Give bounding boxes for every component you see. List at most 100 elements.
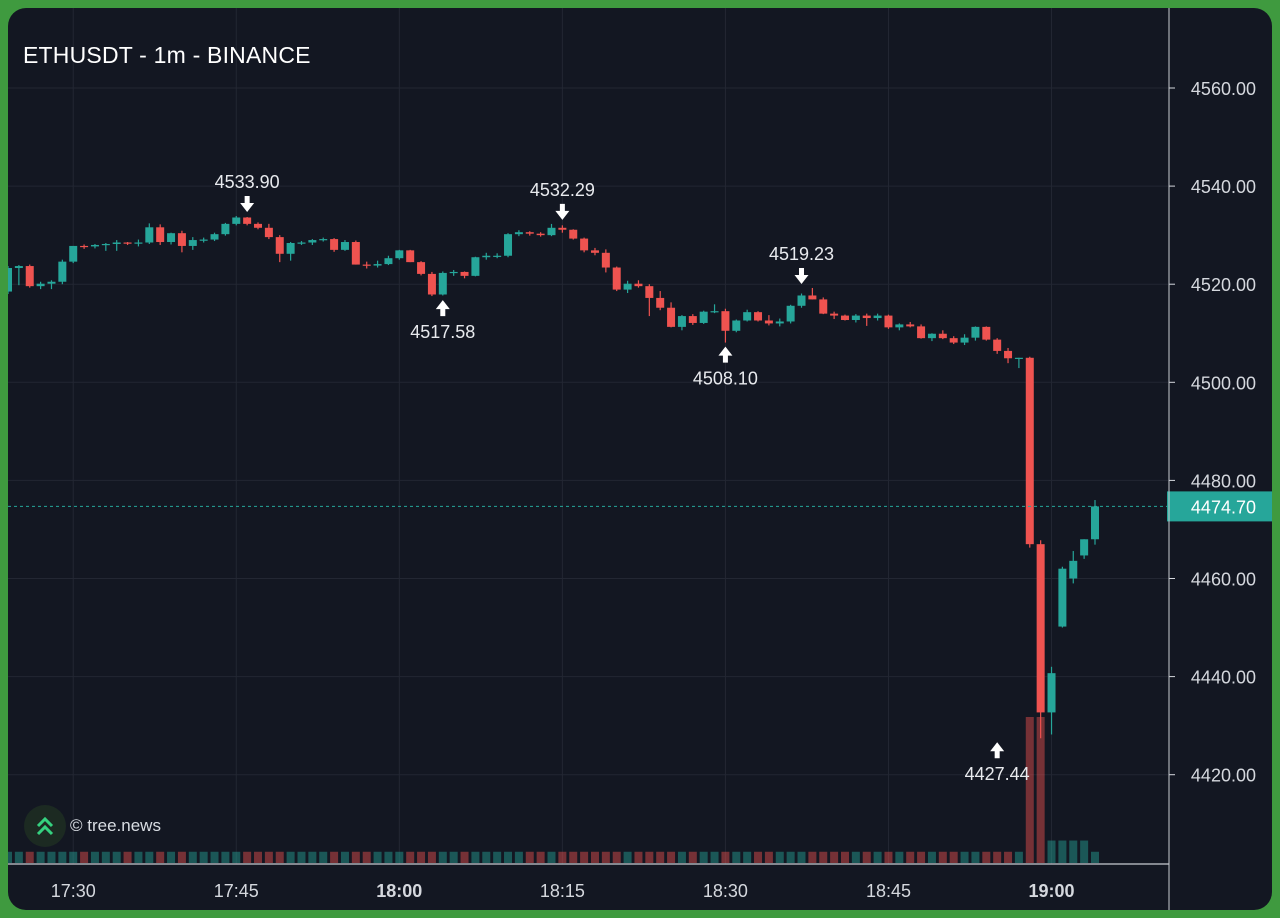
candle-body: [645, 286, 654, 298]
y-tick-label: 4420.00: [1191, 766, 1256, 786]
candle-body: [482, 255, 491, 258]
x-tick-label: 17:30: [51, 881, 96, 901]
high-price-label: 4519.23: [769, 244, 834, 264]
volume-bar: [558, 851, 567, 863]
candle-body: [69, 245, 78, 262]
candle-body: [667, 307, 676, 327]
candle-body: [927, 333, 936, 339]
volume-bar: [732, 851, 741, 863]
chart-panel: 17:30 17:45 18:00 18:15 18:30 18:45 19:00 4560.…: [8, 8, 1272, 910]
candle-body: [254, 223, 263, 228]
candle-body: [25, 266, 34, 287]
candle-body: [145, 227, 154, 243]
volume-bar: [786, 851, 795, 863]
volume-bar: [601, 851, 610, 863]
volume-bar: [80, 851, 89, 863]
candle-body: [569, 229, 578, 239]
volume-bar: [1047, 840, 1056, 863]
volume-bar: [297, 851, 306, 863]
candle-body: [47, 281, 56, 284]
arrow-down-icon: [794, 267, 809, 284]
candle-body: [384, 258, 393, 265]
candle-body: [493, 255, 502, 257]
candle-body: [80, 245, 89, 248]
candle-body: [504, 234, 513, 256]
volume-bar: [906, 851, 915, 863]
volume-bar: [145, 851, 154, 863]
candle-body: [590, 250, 599, 253]
volume-bar: [754, 851, 763, 863]
candle-body: [819, 299, 828, 314]
y-tick-label: 4520.00: [1191, 275, 1256, 295]
candle-body: [938, 333, 947, 339]
volume-bar: [840, 851, 849, 863]
candle-body: [362, 264, 371, 266]
volume-bar: [221, 851, 230, 863]
y-tick-label: 4560.00: [1191, 79, 1256, 99]
chart-title: ETHUSDT - 1m - BINANCE: [23, 42, 311, 68]
volume-bar: [677, 851, 686, 863]
arrow-up-icon: [718, 346, 733, 363]
candle-body: [232, 217, 241, 224]
candle-body: [721, 311, 730, 331]
volume-bar: [460, 851, 469, 863]
volume-bar: [134, 851, 143, 863]
candle-body: [775, 321, 784, 324]
candle-body: [634, 283, 643, 287]
volume-bar: [536, 851, 545, 863]
candle-body: [960, 337, 969, 343]
candle-body: [58, 261, 67, 282]
volume-bar: [797, 851, 806, 863]
volume-bar: [569, 851, 578, 863]
candle-body: [601, 252, 610, 268]
candle-body: [8, 268, 12, 292]
low-price-label: 4427.44: [965, 764, 1030, 784]
high-price-label: 4533.90: [215, 172, 280, 192]
x-tick-label: 18:00: [376, 881, 422, 901]
candle-body: [90, 244, 99, 247]
candle-body: [14, 266, 23, 269]
candle-body: [427, 273, 436, 295]
candle-body: [373, 264, 382, 266]
volume-bar: [775, 851, 784, 863]
candle-body: [862, 315, 871, 319]
candle-body: [656, 297, 665, 308]
watermark: © tree.news: [24, 804, 161, 848]
volume-bar: [1058, 840, 1067, 863]
candle-body: [1080, 539, 1089, 556]
volume-bar: [623, 851, 632, 863]
volume-bar: [1036, 717, 1045, 863]
candle-body: [971, 326, 980, 338]
volume-bar: [482, 851, 491, 863]
candle-body: [330, 239, 339, 250]
volume-bar: [427, 851, 436, 863]
candle-body: [1036, 544, 1045, 713]
x-tick-label: 18:15: [540, 881, 585, 901]
volume-bar: [590, 851, 599, 863]
candle-body: [275, 237, 284, 254]
volume-bar: [8, 851, 12, 863]
candle-body: [1014, 357, 1023, 359]
candle-body: [1058, 568, 1067, 627]
candle-body: [1091, 506, 1099, 540]
volume-bar: [547, 851, 556, 863]
volume-bar: [873, 851, 882, 863]
watermark-text: © tree.news: [70, 816, 161, 835]
volume-bar: [58, 851, 67, 863]
candle-body: [417, 262, 426, 274]
volume-bar: [1004, 851, 1013, 863]
volume-bar: [927, 851, 936, 863]
candle-body: [732, 320, 741, 331]
volume-bar: [101, 851, 110, 863]
candle-body: [873, 315, 882, 319]
volume-bar: [580, 851, 589, 863]
volume-bar: [688, 851, 697, 863]
candle-body: [188, 240, 197, 246]
volume-bar: [808, 851, 817, 863]
arrow-down-icon: [240, 196, 255, 213]
candle-body: [786, 305, 795, 322]
candle-body: [199, 239, 208, 241]
candle-body: [460, 271, 469, 276]
volume-bar: [373, 851, 382, 863]
high-price-label: 4532.29: [530, 180, 595, 200]
